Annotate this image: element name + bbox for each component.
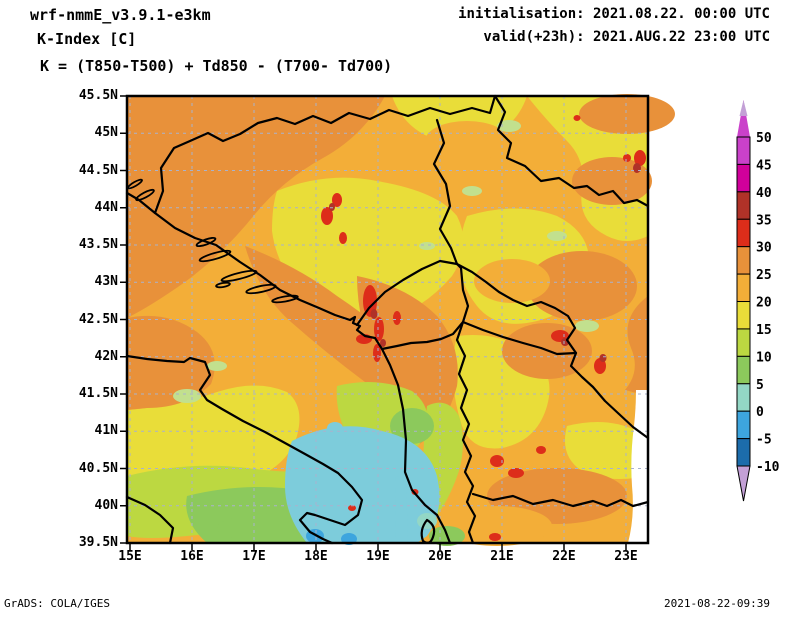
colorbar-value-label: 10: [756, 350, 772, 365]
lat-tick-label: 45N: [94, 125, 118, 141]
italy-coastline: [125, 354, 364, 545]
lat-tick-label: 43N: [94, 274, 118, 290]
lat-tick-label: 40.5N: [78, 460, 118, 476]
greece-north-border: [471, 492, 650, 508]
montenegro-north-border: [355, 259, 459, 327]
product-name: K-Index [C]: [37, 30, 137, 48]
serbia-kosovo-bulgaria-border: [455, 262, 650, 440]
map-canvas: [120, 94, 675, 550]
lon-tick-label: 22E: [552, 549, 576, 564]
lat-tick-label: 39.5N: [78, 535, 118, 550]
creation-timestamp: 2021-08-22-09:39: [664, 597, 770, 610]
model-name: wrf-nmmE_v3.9.1-e3km: [30, 6, 211, 24]
lat-tick-label: 40N: [94, 497, 118, 513]
italy-gulf-coastline: [125, 495, 175, 545]
lat-tick-label: 44.5N: [78, 162, 118, 178]
colorbar-segment: [736, 328, 751, 357]
colorbar-segment: [736, 191, 751, 220]
lon-tick-label: 21E: [490, 549, 514, 564]
field-red-maxima: [321, 115, 646, 541]
lon-tick-label: 16E: [180, 549, 204, 564]
grads-credit: GrADS: COLA/IGES: [4, 597, 110, 610]
init-time: initialisation: 2021.08.22. 00:00 UTC: [458, 6, 770, 22]
colorbar-value-label: 40: [756, 186, 772, 201]
colorbar-value-label: 30: [756, 241, 772, 256]
colorbar-segment: [736, 273, 751, 303]
colorbar-value-label: 35: [756, 213, 772, 228]
colorbar-value-label: 0: [756, 405, 764, 420]
valid-time: valid(+23h): 2021.AUG.22 23:00 UTC: [483, 29, 770, 45]
domain-void: [628, 390, 648, 543]
colorbar-segment: [736, 218, 751, 248]
map-frame: [125, 94, 650, 545]
lon-tick-label: 18E: [304, 549, 328, 564]
colorbar-segment: [736, 438, 751, 467]
colorbar-segments: [736, 136, 751, 467]
dalmatian-islands: [127, 178, 299, 304]
colorbar-segment: [736, 246, 751, 275]
k-index-formula: K = (T850-T500) + Td850 - (T700- Td700): [40, 57, 393, 75]
colorbar-segment: [736, 410, 751, 440]
k-index-filled-contour-map: [120, 94, 675, 550]
colorbar-bottom-arrow: [736, 465, 751, 502]
colorbar-value-label: 25: [756, 268, 772, 283]
lat-tick-label: 45.5N: [78, 88, 118, 103]
colorbar-segment: [736, 355, 751, 385]
montenegro-south-border: [380, 262, 470, 351]
lon-tick-label: 15E: [118, 549, 142, 564]
graticule: [127, 96, 648, 543]
lon-tick-label: 23E: [614, 549, 638, 564]
macedonia-north-border: [461, 320, 578, 356]
lat-tick-label: 44N: [94, 199, 118, 215]
croatia-bosnia-border: [153, 94, 497, 215]
lat-tick-label: 43.5N: [78, 237, 118, 252]
colorbar-segment: [736, 301, 751, 330]
colorbar-top-arrow: [737, 100, 750, 137]
lat-tick-label: 42N: [94, 348, 118, 364]
colorbar-top-arrow-tip: [739, 100, 748, 116]
drina-border: [432, 118, 459, 266]
field-cyan-regions: [285, 422, 440, 545]
albania-east-border: [455, 320, 477, 545]
colorbar-segment: [736, 383, 751, 412]
lat-tick-label: 41.5N: [78, 386, 118, 401]
colorbar-value-label: -5: [756, 433, 772, 448]
colorbar-value-label: 20: [756, 296, 772, 311]
colorbar-value-label: 50: [756, 131, 772, 146]
lat-tick-label: 41N: [94, 423, 118, 439]
colorbar-value-label: -10: [756, 460, 780, 475]
lon-tick-label: 19E: [366, 549, 390, 564]
coastlines-and-borders: [125, 94, 650, 545]
lat-tick-label: 42.5N: [78, 311, 118, 327]
colorbar-segment: [736, 163, 751, 193]
colorbar-value-label: 15: [756, 323, 772, 338]
danube-serbia-border: [493, 94, 650, 208]
colorbar-segment: [736, 136, 751, 165]
lon-tick-label: 17E: [242, 549, 266, 564]
lon-tick-label: 20E: [428, 549, 452, 564]
colorbar-value-label: 45: [756, 158, 772, 173]
colorbar-value-label: 5: [756, 378, 764, 393]
